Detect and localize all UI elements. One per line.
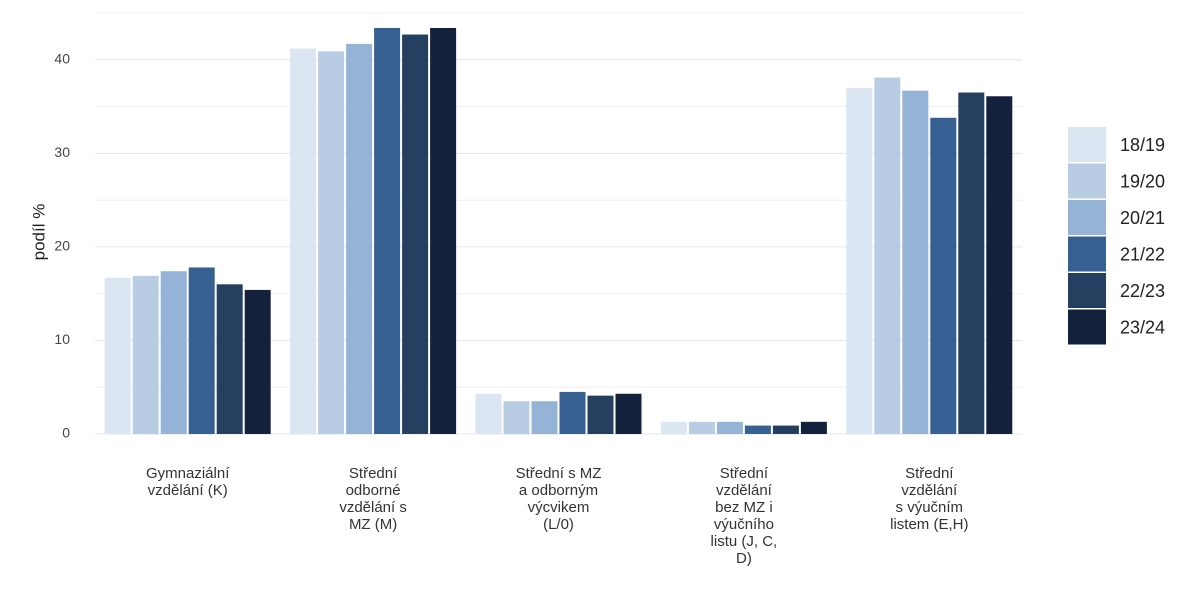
x-tick-label: Gymnaziální vzdělání (K): [146, 465, 230, 499]
x-tick-label: Střední vzdělání s výučním listem (E,H): [890, 465, 968, 533]
bar: [930, 117, 957, 434]
x-tick-label-line: listem (E,H): [890, 516, 968, 533]
x-tick-label-line: výučního: [714, 516, 774, 533]
legend-label: 22/23: [1120, 281, 1165, 301]
bar: [660, 421, 687, 434]
bar: [986, 96, 1013, 435]
bar: [587, 395, 614, 434]
x-tick-label: Střední odborné vzdělání s MZ (M): [339, 465, 407, 533]
x-tick-label-line: D): [736, 550, 752, 567]
x-tick-label-line: (L/0): [543, 516, 574, 533]
bar: [104, 277, 131, 434]
bar: [716, 421, 743, 434]
bar: [160, 271, 187, 434]
bar: [531, 401, 558, 434]
x-tick-label-line: a odborným: [519, 482, 598, 499]
bar: [744, 425, 771, 434]
legend-swatch: [1068, 236, 1106, 272]
legend-label: 18/19: [1120, 135, 1165, 155]
x-tick-label-line: listu (J, C,: [711, 533, 778, 550]
bar: [688, 421, 715, 434]
bar: [800, 421, 827, 434]
bar: [374, 27, 401, 434]
bar: [902, 90, 929, 434]
bar: [559, 391, 586, 434]
x-tick-label-line: Gymnaziální: [146, 465, 230, 482]
bar: [216, 284, 243, 434]
bar: [318, 51, 345, 434]
bar: [874, 77, 901, 434]
bar: [958, 92, 985, 435]
x-tick-label-line: MZ (M): [349, 516, 397, 533]
bar: [290, 48, 317, 434]
y-tick-label: 10: [54, 331, 70, 347]
bar: [772, 425, 799, 434]
legend-label: 23/24: [1120, 317, 1165, 337]
x-tick-label: Střední s MZ a odborným výcvikem (L/0): [516, 465, 602, 533]
legend-swatch: [1068, 127, 1106, 162]
bar: [846, 87, 873, 434]
bar: [503, 401, 530, 434]
x-tick-label-line: Střední: [349, 465, 398, 482]
x-tick-label-line: odborné: [346, 482, 401, 499]
x-tick-label-line: Střední s MZ: [516, 465, 602, 482]
x-tick-label-line: s výučním: [896, 499, 964, 516]
x-tick-label: Střední vzdělání bez MZ i výučního listu (J,…: [711, 465, 778, 567]
bar: [402, 34, 429, 435]
x-tick-label-line: bez MZ i: [715, 499, 773, 516]
x-tick-label-line: výcvikem: [528, 499, 590, 516]
bar: [475, 393, 502, 434]
bar: [244, 289, 271, 434]
legend-swatch: [1068, 163, 1106, 199]
y-axis-label: podíl %: [29, 204, 48, 261]
legend-label: 20/21: [1120, 208, 1165, 228]
legend-swatch: [1068, 200, 1106, 235]
bar: [430, 27, 457, 434]
bar: [615, 393, 642, 434]
x-tick-label-line: Střední: [720, 465, 769, 482]
legend-swatch: [1068, 273, 1106, 308]
bar: [188, 267, 215, 434]
x-tick-label-line: vzdělání: [716, 482, 773, 499]
y-tick-label: 20: [54, 238, 70, 254]
legend-label: 19/20: [1120, 171, 1165, 191]
x-tick-label-line: vzdělání (K): [148, 482, 228, 499]
y-tick-label: 30: [54, 144, 70, 160]
x-tick-label-line: vzdělání s: [339, 499, 407, 516]
y-tick-label: 0: [62, 425, 70, 441]
x-tick-label-line: Střední: [905, 465, 954, 482]
x-tick-label-line: vzdělání: [901, 482, 958, 499]
bar: [346, 43, 373, 435]
bar: [132, 275, 159, 434]
y-tick-label: 40: [54, 50, 70, 66]
legend-label: 21/22: [1120, 244, 1165, 264]
legend-swatch: [1068, 309, 1106, 345]
